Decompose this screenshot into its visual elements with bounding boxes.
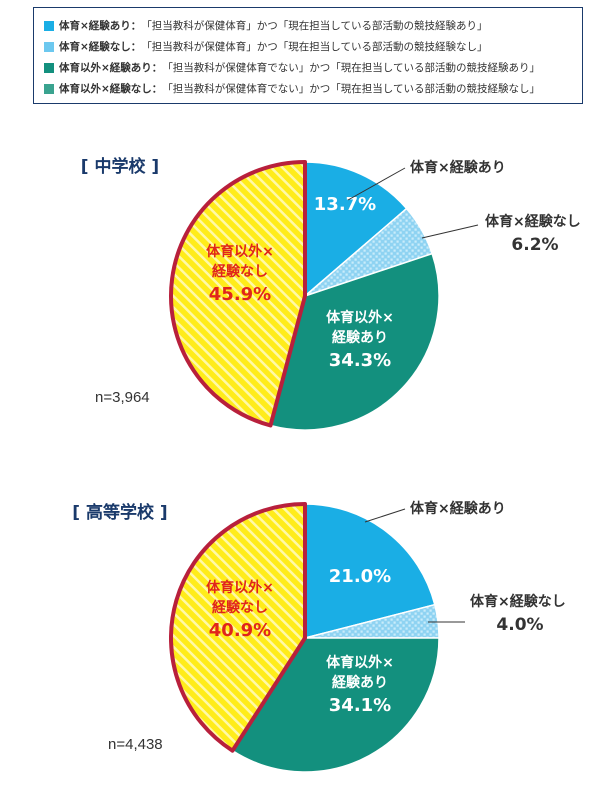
- slice-value-label: 4.0%: [496, 615, 543, 635]
- legend-desc: 「担当教科が保健体育」かつ「現在担当している部活動の競技経験なし」: [141, 41, 488, 53]
- legend-item: 体育以外×経験あり： 「担当教科が保健体育でない」かつ「現在担当している部活動の…: [44, 57, 582, 78]
- slice-value-label: 40.9%: [209, 620, 271, 641]
- pie-slice: [169, 160, 307, 428]
- chart-title: [ 高等学校 ]: [72, 502, 167, 523]
- slice-value-label: 34.1%: [329, 695, 391, 716]
- legend-swatch: [44, 41, 54, 52]
- legend-item: 体育×経験あり： 「担当教科が保健体育」かつ「現在担当している部活動の競技経験あ…: [44, 15, 582, 36]
- slice-category-label: 体育×経験あり: [410, 159, 506, 176]
- slice-value-label: 13.7%: [314, 194, 376, 215]
- legend-key: 体育以外×経験なし：: [59, 83, 163, 95]
- slice-category-label: 体育以外×: [206, 243, 274, 260]
- slice-value-label: 34.3%: [329, 350, 391, 371]
- legend-desc: 「担当教科が保健体育でない」かつ「現在担当している部活動の競技経験あり」: [162, 62, 540, 74]
- slice-category-label: 体育以外×: [206, 579, 274, 596]
- legend-swatch: [44, 20, 54, 31]
- pie-chart: [ 中学校 ] n=3,964 13.7% 体育以外× 経験あり 34.3% 体育以外× 経験…: [81, 156, 581, 431]
- legend: 体育×経験あり： 「担当教科が保健体育」かつ「現在担当している部活動の競技経験あ…: [33, 7, 583, 104]
- slice-category-label: 体育×経験あり: [410, 500, 506, 517]
- leader-line: [364, 508, 406, 523]
- slice-category-label: 経験あり: [332, 329, 388, 346]
- sample-size: n=4,438: [108, 736, 163, 753]
- pie-chart: [ 高等学校 ] n=4,438 21.0% 体育以外× 経験あり 34.1% 体育以外× 経…: [72, 500, 566, 773]
- leader-line: [421, 224, 479, 239]
- chart-title: [ 中学校 ]: [81, 156, 159, 177]
- slice-value-label: 21.0%: [329, 566, 391, 587]
- legend-item: 体育以外×経験なし： 「担当教科が保健体育でない」かつ「現在担当している部活動の…: [44, 78, 582, 99]
- pie-slice: [168, 502, 307, 753]
- pie-slice: [304, 161, 408, 298]
- slice-category-label: 体育以外×: [326, 654, 394, 671]
- pie-slice: [269, 252, 440, 431]
- slice-value-label: 45.9%: [209, 284, 271, 305]
- leader-line: [347, 167, 406, 201]
- legend-key: 体育以外×経験あり：: [59, 62, 163, 74]
- legend-desc: 「担当教科が保健体育でない」かつ「現在担当している部活動の競技経験なし」: [162, 83, 540, 95]
- slice-category-label: 経験あり: [332, 674, 388, 691]
- slice-category-label: 体育×経験なし: [485, 213, 581, 230]
- slice-category-label: 経験なし: [212, 263, 268, 280]
- legend-desc: 「担当教科が保健体育」かつ「現在担当している部活動の競技経験あり」: [141, 20, 488, 32]
- legend-swatch: [44, 62, 54, 73]
- slice-category-label: 体育×経験なし: [470, 593, 566, 610]
- legend-key: 体育×経験あり：: [59, 20, 142, 32]
- slice-value-label: 6.2%: [511, 235, 558, 255]
- legend-item: 体育×経験なし： 「担当教科が保健体育」かつ「現在担当している部活動の競技経験な…: [44, 36, 582, 57]
- legend-swatch: [44, 83, 54, 94]
- pie-slice: [304, 503, 436, 639]
- legend-key: 体育×経験なし：: [59, 41, 142, 53]
- sample-size: n=3,964: [95, 389, 150, 406]
- slice-category-label: 体育以外×: [326, 309, 394, 326]
- slice-category-label: 経験なし: [212, 599, 268, 616]
